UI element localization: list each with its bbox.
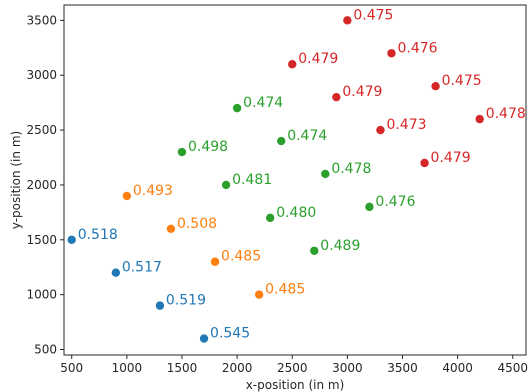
scatter-point <box>67 235 76 244</box>
scatter-point <box>365 202 374 212</box>
scatter-point <box>210 257 220 266</box>
scatter-point <box>420 158 429 168</box>
scatter-point <box>111 268 121 277</box>
y-tick-label: 3500 <box>26 13 57 27</box>
point-label: 0.476 <box>375 194 415 210</box>
scatter-point <box>431 81 440 91</box>
x-tick-label: 1500 <box>167 361 198 375</box>
point-label: 0.478 <box>486 106 526 122</box>
scatter-point <box>155 301 165 310</box>
y-axis-label: y-position (in m) <box>9 131 23 229</box>
scatter-point <box>199 334 209 343</box>
x-tick-label: 3500 <box>387 361 418 375</box>
y-tick-label: 1500 <box>26 233 57 247</box>
point-label: 0.475 <box>353 7 393 23</box>
y-tick-label: 2000 <box>26 178 57 192</box>
point-label: 0.489 <box>320 238 360 254</box>
x-tick-label: 4000 <box>442 361 473 375</box>
scatter-point <box>277 136 286 146</box>
x-tick-label: 1000 <box>112 361 143 375</box>
x-tick-label: 2000 <box>222 361 253 375</box>
scatter-point <box>387 49 396 58</box>
point-label: 0.481 <box>232 172 272 188</box>
scatter-point <box>475 114 484 124</box>
x-tick-label: 500 <box>60 361 83 375</box>
point-label: 0.479 <box>298 51 338 67</box>
point-label: 0.545 <box>210 326 250 342</box>
y-tick-label: 3000 <box>26 68 57 82</box>
point-label: 0.480 <box>276 205 316 221</box>
scatter-point <box>166 224 176 234</box>
y-tick-label: 1000 <box>26 288 57 302</box>
plot-marks: 0.518 0.517 0.519 0.545 0.493 0.508 0.485 0.485… <box>67 7 526 343</box>
point-label: 0.518 <box>78 227 118 243</box>
scatter-point <box>310 246 319 255</box>
point-label: 0.478 <box>331 161 371 177</box>
scatter-point <box>265 213 275 223</box>
point-label: 0.479 <box>431 150 471 166</box>
point-label: 0.508 <box>177 216 217 232</box>
scatter-point <box>321 169 330 179</box>
scatter-point <box>288 60 297 69</box>
point-label: 0.474 <box>243 95 283 111</box>
point-label: 0.485 <box>265 282 305 298</box>
scatter-point <box>254 290 264 299</box>
x-tick-label: 2500 <box>277 361 308 375</box>
y-axis-ticks: 500 1000 1500 2000 2500 3000 3500 <box>26 13 64 357</box>
point-label: 0.475 <box>442 73 482 89</box>
point-label: 0.474 <box>287 128 327 144</box>
point-label: 0.517 <box>122 260 162 276</box>
scatter-point <box>343 16 352 25</box>
scatter-point <box>122 191 132 201</box>
x-tick-label: 4500 <box>497 361 528 375</box>
scatter-point <box>177 147 187 157</box>
x-axis-ticks: 500 1000 1500 2000 2500 3000 3500 4000 4500 <box>60 355 528 375</box>
point-label: 0.473 <box>386 117 426 133</box>
point-label: 0.519 <box>166 293 206 309</box>
point-label: 0.476 <box>397 40 437 56</box>
y-tick-label: 2500 <box>26 123 57 137</box>
scatter-point <box>332 92 341 102</box>
point-label: 0.498 <box>188 139 228 155</box>
point-label: 0.479 <box>342 84 382 100</box>
plot-frame <box>63 4 527 356</box>
scatter-point <box>221 180 231 190</box>
x-tick-label: 3000 <box>332 361 363 375</box>
point-label: 0.493 <box>133 183 173 199</box>
y-tick-label: 500 <box>34 343 57 357</box>
point-label: 0.485 <box>221 249 261 265</box>
scatter-point <box>232 103 242 113</box>
x-axis-label: x-position (in m) <box>246 378 345 392</box>
scatter-point <box>376 125 385 135</box>
